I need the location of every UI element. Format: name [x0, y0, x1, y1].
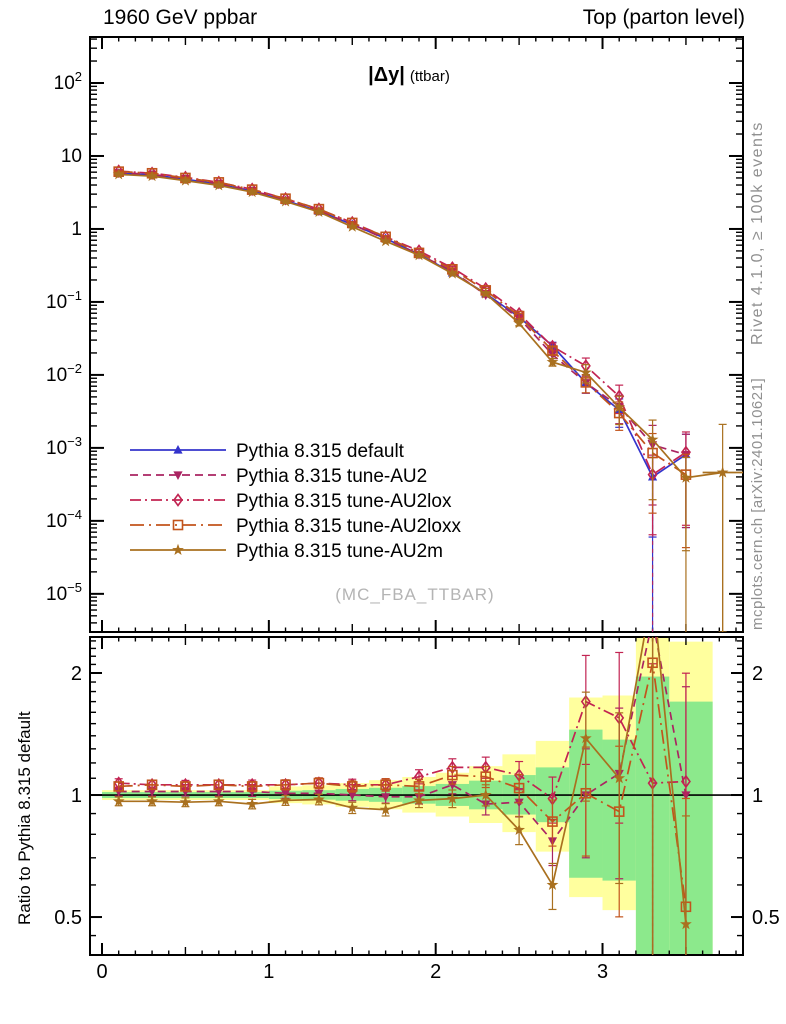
legend-item-4: Pythia 8.315 tune-AU2m	[130, 541, 443, 562]
series-main-1	[114, 169, 691, 632]
legend-item-2: Pythia 8.315 tune-AU2lox	[130, 491, 452, 512]
legend-label: Pythia 8.315 tune-AU2m	[236, 541, 443, 562]
main-panel-frame	[89, 36, 744, 633]
svg-text:102: 102	[54, 69, 82, 94]
analysis-watermark: (MC_FBA_TTBAR)	[335, 585, 494, 604]
series-main-4	[112, 168, 743, 632]
mcplots-arxiv-note: mcplots.cern.ch [arXiv:2401.10621]	[749, 378, 766, 630]
svg-text:2: 2	[71, 663, 82, 685]
svg-text:3: 3	[597, 961, 608, 983]
axes	[89, 36, 744, 956]
ratio-axis-title: Ratio to Pythia 8.315 default	[15, 711, 34, 925]
svg-text:10−3: 10−3	[46, 434, 82, 459]
legend-item-0: Pythia 8.315 default	[130, 441, 405, 462]
svg-text:10−5: 10−5	[46, 580, 82, 605]
legend-item-1: Pythia 8.315 tune-AU2	[130, 466, 427, 487]
legend: Pythia 8.315 default Pythia 8.315 tune-AU…	[130, 441, 461, 562]
svg-text:1: 1	[71, 785, 82, 807]
svg-text:1: 1	[71, 219, 82, 240]
legend-label: Pythia 8.315 tune-AU2	[236, 466, 427, 487]
svg-text:1: 1	[263, 961, 274, 983]
process-label: Top (parton level)	[582, 6, 745, 29]
svg-text:0.5: 0.5	[54, 907, 82, 929]
svg-text:2: 2	[430, 961, 441, 983]
plot-title: |Δy| (ttbar)	[368, 64, 450, 86]
legend-label: Pythia 8.315 tune-AU2loxx	[236, 516, 461, 537]
legend-label: Pythia 8.315 tune-AU2lox	[236, 491, 452, 512]
svg-text:10−2: 10−2	[46, 361, 82, 386]
legend-item-3: Pythia 8.315 tune-AU2loxx	[130, 516, 461, 537]
beam-energy-label: 1960 GeV ppbar	[103, 6, 258, 29]
svg-text:0.5: 0.5	[752, 907, 780, 929]
rivet-version-note: Rivet 4.1.0, ≥ 100k events	[749, 121, 766, 345]
svg-text:10−1: 10−1	[46, 288, 82, 313]
legend-label: Pythia 8.315 default	[236, 441, 405, 462]
svg-text:2: 2	[752, 663, 763, 685]
svg-text:10−4: 10−4	[46, 507, 82, 532]
svg-text:1: 1	[752, 785, 763, 807]
series-ratio-4	[112, 637, 692, 955]
tick-labels: 0 1 2 3 102 10 1 10−1 10−2 10−3 10−4 10−5 2 2 1 1 0.5 0.5	[46, 69, 780, 983]
svg-text:10: 10	[61, 146, 82, 167]
svg-text:0: 0	[96, 961, 107, 983]
